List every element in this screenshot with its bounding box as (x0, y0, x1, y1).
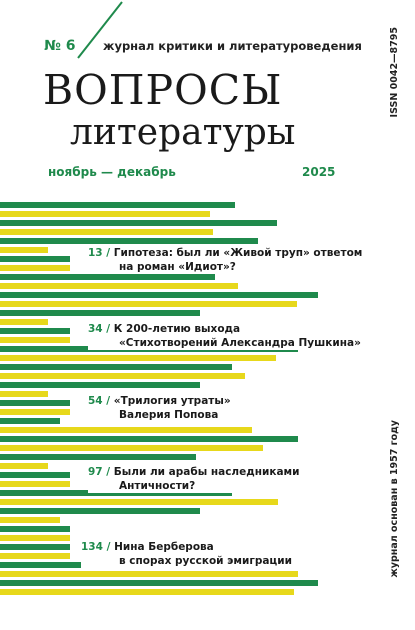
stripe (0, 436, 298, 442)
stripe (0, 580, 318, 586)
article-item: 134 / Нина Берберова в спорах русской эм… (81, 540, 296, 568)
stripe (0, 535, 70, 541)
stripe (0, 481, 70, 487)
article-title-line1: Гипотеза: был ли «Живой труп» ответом (113, 247, 363, 259)
issue-number: № 6 (44, 38, 76, 54)
stripe (0, 328, 70, 334)
stripe (0, 490, 232, 496)
stripe (0, 211, 210, 217)
article-title-line2: на роман «Идиот»? (119, 261, 236, 273)
stripe (0, 391, 48, 397)
article-page: 54 (88, 395, 103, 407)
stripe (0, 409, 70, 415)
issn-text: ISSN 0042—8795 (389, 27, 400, 118)
article-page: 13 (88, 247, 103, 259)
article-title-line1: Нина Берберова (114, 541, 214, 553)
stripe (0, 418, 60, 424)
stripe (0, 589, 294, 595)
stripe (0, 400, 70, 406)
article-title-line1: Были ли арабы наследниками (113, 466, 300, 478)
stripe (0, 499, 278, 505)
journal-title-line2: литературы (70, 112, 296, 153)
stripe (0, 571, 298, 577)
stripe (0, 283, 238, 289)
slash-divider (77, 1, 123, 59)
issue-months: ноябрь — декабрь (48, 165, 176, 179)
stripe (0, 319, 48, 325)
stripe (0, 229, 213, 235)
article-title-line2: Валерия Попова (119, 409, 219, 421)
stripe (0, 364, 232, 370)
stripe (0, 274, 215, 280)
article-page: 134 (81, 541, 103, 553)
stripe (0, 238, 258, 244)
article-item: 13 / Гипотеза: был ли «Живой труп» ответ… (88, 246, 367, 274)
stripe (0, 463, 48, 469)
article-title-line2: «Стихотворений Александра Пушкина» (119, 337, 361, 349)
stripe (0, 508, 200, 514)
article-item: 97 / Были ли арабы наследниками Античнос… (88, 465, 304, 493)
stripe (0, 427, 252, 433)
stripe (0, 517, 60, 523)
journal-subtitle: журнал критики и литературоведения (103, 39, 362, 53)
article-page: 97 (88, 466, 103, 478)
stripe (0, 265, 70, 271)
stripe (0, 355, 276, 361)
stripe (0, 454, 196, 460)
article-item: 54 / «Трилогия утраты» Валерия Попова (88, 394, 235, 422)
founded-text: журнал основан в 1957 году (389, 420, 400, 578)
stripe (0, 202, 235, 208)
issue-year: 2025 (302, 165, 336, 179)
article-title-line2: Античности? (119, 480, 196, 492)
article-item: 34 / К 200-летию выхода «Стихотворений А… (88, 322, 365, 350)
stripe (0, 292, 318, 298)
article-page: 34 (88, 323, 103, 335)
stripe (0, 445, 263, 451)
stripe (0, 301, 297, 307)
stripe (0, 472, 70, 478)
stripe (0, 526, 70, 532)
stripe (0, 553, 70, 559)
article-title-line1: К 200-летию выхода (113, 323, 241, 335)
stripe (0, 373, 245, 379)
stripe (0, 310, 200, 316)
stripe (0, 544, 70, 550)
stripe (0, 337, 70, 343)
issn-vertical: ISSN 0042—8795 (389, 27, 403, 137)
stripe (0, 256, 70, 262)
stripe (0, 247, 48, 253)
article-title-line1: «Трилогия утраты» (113, 395, 231, 407)
journal-title-line1: ВОПРОСЫ (43, 66, 283, 114)
stripe (0, 220, 277, 226)
founded-vertical: журнал основан в 1957 году (389, 420, 403, 610)
stripe (0, 382, 200, 388)
article-title-line2: в спорах русской эмиграции (119, 555, 292, 567)
